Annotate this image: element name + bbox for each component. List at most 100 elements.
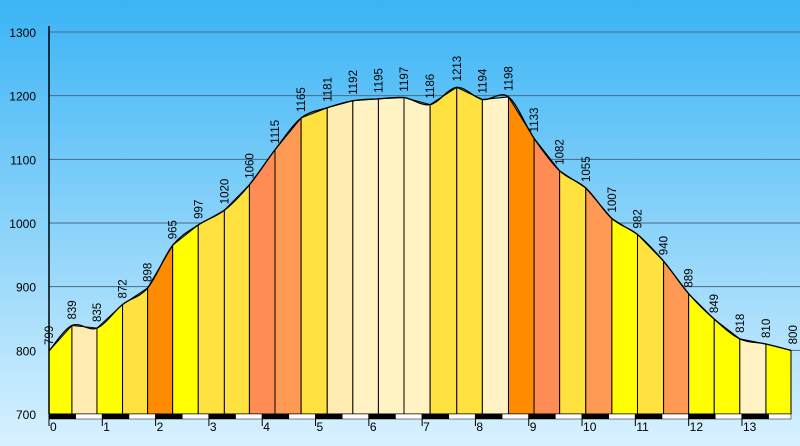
- scale-bar-segment: [688, 413, 716, 420]
- x-tick-label: 7: [423, 420, 430, 434]
- scale-bar-segment: [48, 413, 76, 420]
- area-segment: [507, 95, 535, 415]
- area-segment: [559, 169, 587, 415]
- area-segment: [300, 107, 328, 415]
- value-label: 1194: [477, 68, 489, 93]
- value-label: 1007: [607, 187, 619, 213]
- x-tick-label: 0: [50, 420, 57, 434]
- scale-bar-segment: [635, 413, 663, 420]
- value-label: 818: [735, 314, 747, 333]
- value-label: 1115: [270, 120, 282, 144]
- scale-bar-segment: [555, 413, 583, 420]
- scale-bar-segment: [475, 413, 503, 420]
- scale-bar-segment: [75, 413, 103, 420]
- x-tick-label: 10: [583, 420, 597, 434]
- value-label: 1020: [219, 179, 231, 205]
- y-tick-label: 700: [16, 408, 36, 422]
- area-segment: [636, 233, 665, 415]
- x-tick-label: 6: [370, 420, 377, 434]
- x-tick-label: 1: [103, 420, 110, 434]
- area-segment: [533, 136, 561, 415]
- x-tick-label: 4: [263, 420, 270, 434]
- x-tick-label: 2: [157, 420, 164, 434]
- x-tick-label: 8: [476, 420, 483, 434]
- value-label: 1198: [503, 66, 515, 91]
- x-tick-label: 9: [530, 420, 537, 434]
- value-label: 982: [632, 209, 644, 228]
- value-label: 889: [684, 268, 696, 287]
- area-segments: [48, 86, 792, 415]
- scale-bar-segment: [768, 413, 792, 420]
- area-segment: [429, 86, 458, 415]
- area-segment: [585, 186, 613, 415]
- y-tick-label: 900: [16, 281, 36, 295]
- y-tick-label: 1100: [10, 153, 36, 167]
- area-segment: [122, 287, 149, 415]
- scale-bar-segment: [288, 413, 316, 420]
- area-segment: [352, 98, 379, 415]
- scale-bar-segment: [661, 413, 689, 420]
- scale-bar-segment: [608, 413, 636, 420]
- scale-bar-segment: [315, 413, 343, 420]
- value-label: 872: [118, 279, 130, 298]
- x-tick-label: 5: [317, 420, 324, 434]
- area-segment: [274, 116, 302, 415]
- area-segment: [248, 148, 276, 415]
- value-label: 835: [92, 303, 104, 322]
- value-label: 839: [67, 300, 79, 319]
- area-segment: [739, 338, 767, 415]
- area-segment: [197, 209, 225, 415]
- area-segment: [172, 223, 199, 415]
- area-segment: [765, 343, 792, 415]
- area-segment: [611, 217, 638, 415]
- value-label: 1192: [348, 70, 360, 95]
- x-tick-label: 13: [743, 420, 757, 434]
- value-label: 940: [659, 236, 671, 255]
- value-label: 849: [709, 294, 721, 313]
- scale-bar-segment: [182, 413, 210, 420]
- x-tick-label: 3: [210, 420, 217, 434]
- area-segment: [456, 86, 483, 415]
- scale-bar-segment: [421, 413, 450, 420]
- value-label: 1186: [425, 74, 437, 99]
- scale-bar-segment: [341, 413, 370, 420]
- scale-bar-segment: [208, 413, 236, 420]
- y-tick-label: 1300: [9, 26, 36, 40]
- value-label: 799: [44, 326, 56, 345]
- scale-bar-segment: [235, 413, 263, 420]
- scale-bar-segment: [102, 413, 130, 420]
- scale-bar-segment: [741, 413, 769, 420]
- value-label: 1197: [399, 67, 411, 92]
- area-segment: [481, 96, 509, 415]
- scale-bar-segment: [368, 413, 396, 420]
- profile-line: [48, 86, 792, 352]
- value-label: 1181: [322, 77, 334, 102]
- area-segment: [223, 183, 250, 415]
- area-segment: [71, 324, 98, 415]
- value-label: 1195: [373, 68, 385, 93]
- x-tick-label: 11: [636, 420, 649, 434]
- scale-bar-segment: [501, 413, 529, 420]
- value-label: 800: [788, 325, 800, 344]
- scale-bar-segment: [581, 413, 609, 420]
- profile-outline: [48, 86, 792, 352]
- x-tick-label: 12: [690, 420, 704, 434]
- scale-bar-segment: [715, 413, 743, 420]
- area-segment: [326, 100, 354, 415]
- y-tick-label: 1000: [9, 217, 36, 231]
- value-label: 1060: [244, 153, 256, 179]
- scale-bar-segment: [528, 413, 556, 420]
- value-labels: 799 839 835 872 898 965 997 1020 1060 1115 1165 118…: [44, 56, 800, 345]
- scale-bar-segment: [128, 413, 156, 420]
- scale-bar-segment: [261, 413, 290, 420]
- y-tick-label: 1200: [9, 90, 36, 104]
- y-tick-label: 800: [16, 344, 36, 358]
- value-label: 965: [168, 220, 180, 239]
- value-label: 997: [193, 200, 205, 219]
- value-label: 1055: [581, 156, 593, 182]
- value-label: 810: [761, 319, 773, 338]
- scale-bar-segment: [448, 413, 476, 420]
